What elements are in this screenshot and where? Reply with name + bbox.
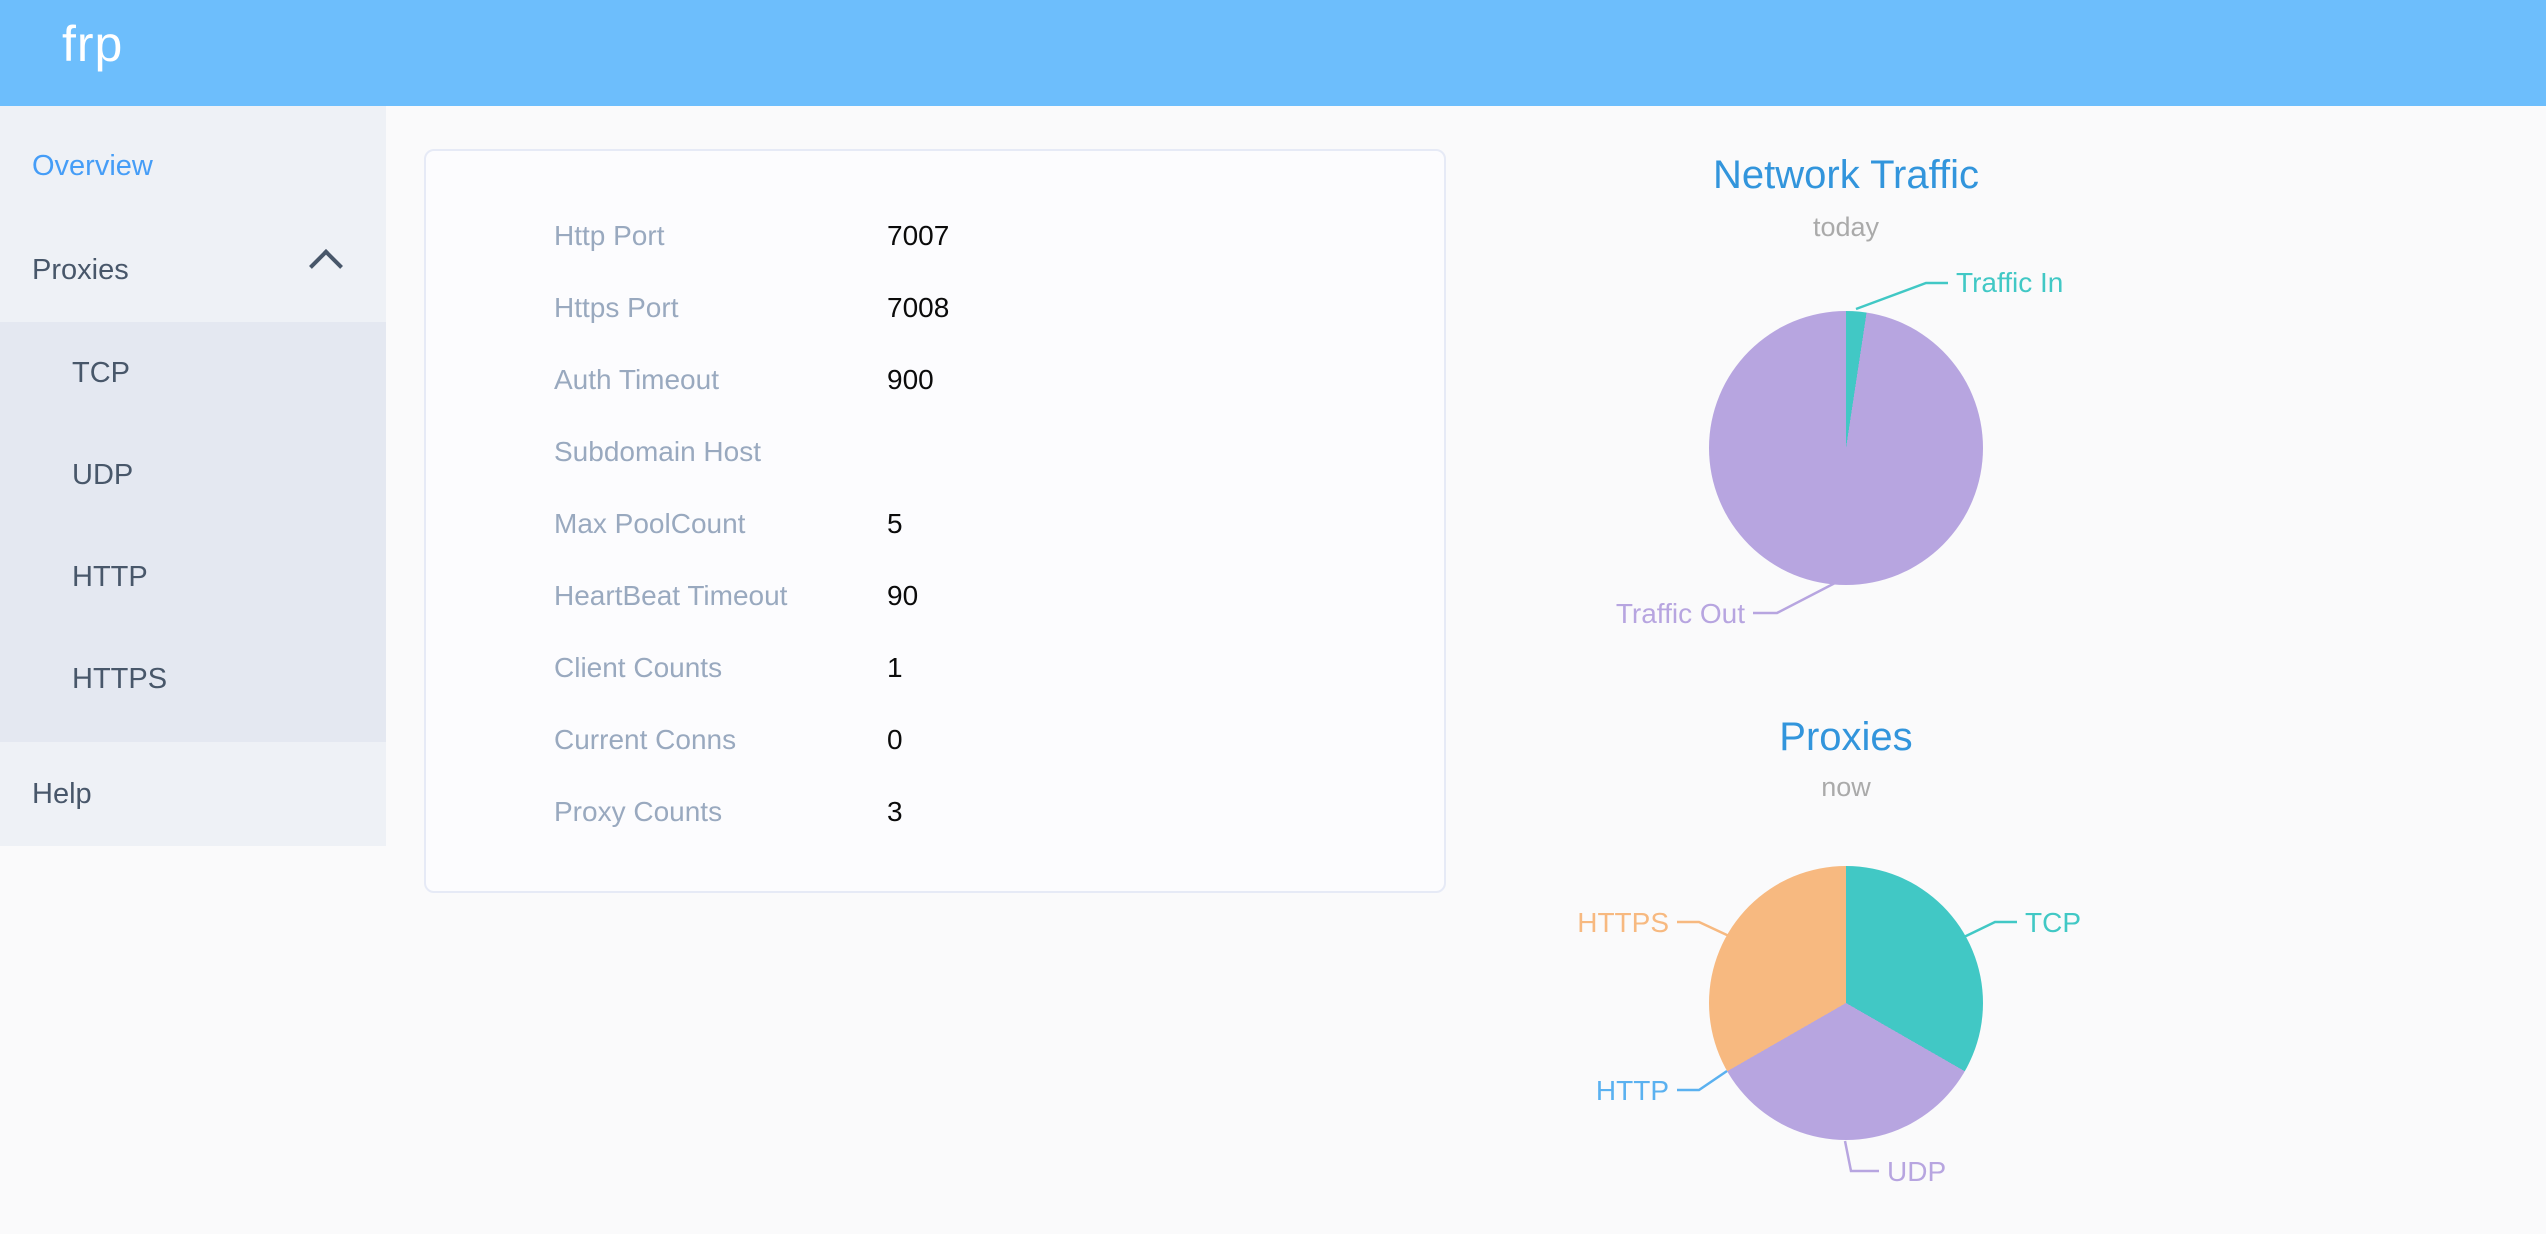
config-value: 3 [887, 796, 903, 827]
sidebar-item-tcp[interactable]: TCP [72, 356, 130, 389]
config-value: 90 [887, 580, 919, 611]
app-logo: frp [62, 16, 124, 72]
config-row: Subdomain Host [554, 416, 1444, 488]
proxies-subtitle: now [1821, 772, 1871, 802]
network-traffic-subtitle: today [1812, 212, 1880, 242]
sidebar-item-http[interactable]: HTTP [72, 560, 148, 593]
sidebar-item-https[interactable]: HTTPS [72, 662, 168, 695]
http-label: HTTP [1595, 1075, 1669, 1106]
config-row: Http Port 7007 [554, 200, 1444, 272]
server-config-card: Http Port 7007 Https Port 7008 Auth Time… [424, 149, 1446, 893]
traffic-in-label: Traffic In [1956, 267, 2064, 298]
chevron-up-icon [309, 249, 343, 283]
config-value: 0 [887, 724, 903, 755]
config-label: Http Port [554, 220, 665, 251]
udp-leader-line [1843, 1140, 1879, 1173]
sidebar-item-udp[interactable]: UDP [72, 458, 134, 491]
https-leader-line [1677, 920, 1730, 938]
config-row: Proxy Counts 3 [554, 776, 1444, 848]
config-row: Max PoolCount 5 [554, 488, 1444, 560]
sidebar-item-proxies-label: Proxies [32, 253, 129, 286]
proxies-submenu: TCP UDP HTTP HTTPS [0, 322, 386, 742]
config-label: Auth Timeout [554, 364, 719, 395]
config-row: Https Port 7008 [554, 272, 1444, 344]
config-label: HeartBeat Timeout [554, 580, 788, 611]
tcp-label: TCP [2025, 907, 2081, 938]
app-header: frp [0, 0, 2546, 106]
config-label: Https Port [554, 292, 679, 323]
traffic-out-label: Traffic Out [1615, 598, 1745, 629]
tcp-leader-line [1963, 920, 2017, 939]
config-value: 7008 [887, 292, 950, 323]
config-label: Client Counts [554, 652, 723, 683]
config-value: 900 [887, 364, 934, 395]
traffic-out-leader-line [1753, 581, 1836, 615]
sidebar-item-overview[interactable]: Overview [32, 149, 153, 182]
config-label: Current Conns [554, 724, 737, 755]
proxies-pie-chart[interactable] [1709, 866, 1983, 1140]
config-row: Client Counts 1 [554, 632, 1444, 704]
proxies-title: Proxies [1779, 715, 1913, 759]
config-value: 5 [887, 508, 903, 539]
network-traffic-title: Network Traffic [1713, 153, 1979, 197]
config-row: Current Conns 0 [554, 704, 1444, 776]
udp-label: UDP [1887, 1156, 1947, 1187]
sidebar-item-help[interactable]: Help [32, 777, 92, 810]
config-row: Auth Timeout 900 [554, 344, 1444, 416]
config-label: Proxy Counts [554, 796, 723, 827]
http-leader-line [1677, 1069, 1728, 1092]
sidebar-item-proxies[interactable]: Proxies [0, 218, 386, 322]
config-value: 1 [887, 652, 903, 683]
config-label: Subdomain Host [554, 436, 762, 467]
config-value: 7007 [887, 220, 950, 251]
config-row: HeartBeat Timeout 90 [554, 560, 1444, 632]
network-traffic-pie-chart[interactable] [1709, 311, 1983, 585]
traffic-in-leader-line [1855, 281, 1948, 311]
config-label: Max PoolCount [554, 508, 746, 539]
https-label: HTTPS [1577, 907, 1669, 938]
sidebar-menu: Overview Proxies TCP UDP HTTP HTTPS Help [0, 106, 386, 846]
